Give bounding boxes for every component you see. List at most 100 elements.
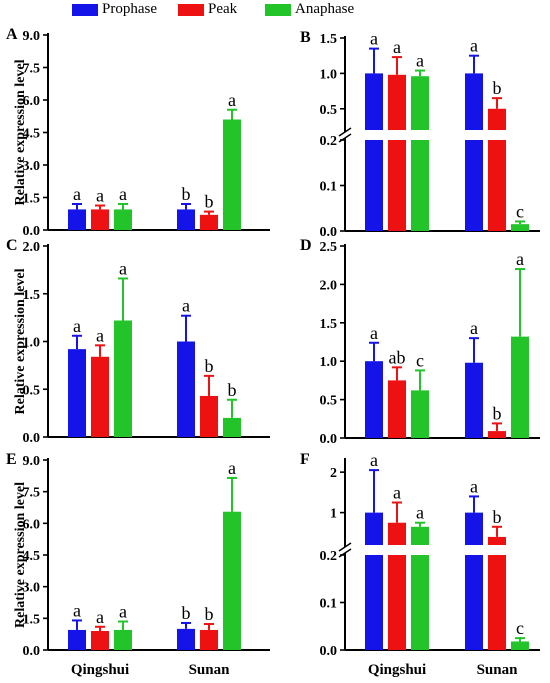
x-tick-label-F-sunan: Sunan <box>477 662 519 678</box>
y-tick-D-4-label: 2.0 <box>320 278 338 293</box>
bar-break-B-qingshui-anaphase <box>410 130 430 140</box>
y-tick-E-2-label: 3.0 <box>23 581 41 596</box>
sig-letter-F-qingshui-anaphase: a <box>416 503 424 523</box>
bar-C-qingshui-anaphase <box>114 320 132 437</box>
y-tick-E-6-label: 9.0 <box>23 454 41 469</box>
legend-swatch-prophase <box>72 3 98 16</box>
y-tick-A-5-label: 7.5 <box>23 62 41 77</box>
bar-E-qingshui-prophase <box>68 629 86 650</box>
y-tick-upper-B-1-label: 1.0 <box>320 67 338 82</box>
sig-letter-D-sunan-prophase: a <box>470 318 478 338</box>
sig-letter-A-qingshui-prophase: a <box>73 184 81 204</box>
bar-E-qingshui-anaphase <box>114 629 132 650</box>
sig-letter-B-qingshui-peak: a <box>393 37 401 57</box>
y-tick-D-1-label: 0.5 <box>320 394 338 409</box>
bar-break-F-qingshui-anaphase <box>410 545 430 555</box>
sig-letter-B-sunan-peak: b <box>493 78 502 98</box>
bar-D-sunan-anaphase <box>511 336 529 438</box>
y-tick-D-3-label: 1.5 <box>320 317 338 332</box>
bar-break-B-sunan-prophase <box>464 130 484 140</box>
bar-A-sunan-peak <box>200 214 218 230</box>
sig-letter-C-sunan-anaphase: b <box>228 380 237 400</box>
y-tick-lower-F-2-label: 0.2 <box>320 549 338 564</box>
sig-letter-D-qingshui-anaphase: c <box>416 350 424 370</box>
sig-letter-D-qingshui-prophase: a <box>370 323 378 343</box>
sig-letter-B-sunan-prophase: a <box>470 36 478 56</box>
sig-letter-C-qingshui-peak: a <box>96 325 104 345</box>
y-tick-C-4-label: 2.0 <box>23 240 41 255</box>
bar-C-sunan-prophase <box>177 341 195 437</box>
y-tick-lower-B-1-label: 0.1 <box>320 180 338 195</box>
bar-D-qingshui-anaphase <box>411 390 429 438</box>
bar-F-qingshui-anaphase <box>411 526 429 650</box>
y-tick-lower-B-2-label: 0.2 <box>320 134 338 149</box>
y-tick-A-6-label: 9.0 <box>23 29 41 44</box>
bar-C-sunan-anaphase <box>223 417 241 437</box>
y-tick-lower-F-1-label: 0.1 <box>320 597 338 612</box>
bar-break-B-qingshui-peak <box>387 130 407 140</box>
y-tick-A-3-label: 4.5 <box>23 127 41 142</box>
y-tick-upper-B-0-label: 0.5 <box>320 103 338 118</box>
sig-letter-F-qingshui-prophase: a <box>370 450 378 470</box>
y-tick-C-0-label: 0.0 <box>23 431 41 446</box>
bar-A-sunan-anaphase <box>223 119 241 230</box>
y-tick-lower-F-0-label: 0.0 <box>320 644 338 659</box>
sig-letter-A-qingshui-peak: a <box>96 186 104 206</box>
bar-C-qingshui-prophase <box>68 349 86 437</box>
panel-letter-C: C <box>6 237 18 254</box>
y-tick-A-0-label: 0.0 <box>23 224 41 239</box>
sig-letter-C-sunan-peak: b <box>205 356 214 376</box>
y-tick-D-2-label: 1.0 <box>320 355 338 370</box>
sig-letter-F-sunan-anaphase: c <box>516 618 524 638</box>
legend-label-anaphase: Anaphase <box>295 1 355 17</box>
y-tick-upper-F-0-label: 1 <box>330 507 337 522</box>
bar-A-qingshui-prophase <box>68 209 86 230</box>
bar-D-sunan-peak <box>488 431 506 438</box>
bar-B-sunan-anaphase <box>511 224 529 231</box>
panel-letter-E: E <box>6 451 17 468</box>
bar-B-sunan-peak <box>488 108 506 231</box>
y-tick-E-0-label: 0.0 <box>23 644 41 659</box>
x-tick-label-F-qingshui: Qingshui <box>368 662 426 678</box>
y-axis-label-C: Relative expression level <box>13 268 28 414</box>
bar-C-qingshui-peak <box>91 356 109 437</box>
y-axis-label-A: Relative expression level <box>13 59 28 205</box>
bar-break-B-sunan-peak <box>487 130 507 140</box>
sig-letter-E-sunan-prophase: b <box>182 603 191 623</box>
legend-label-peak: Peak <box>208 1 238 17</box>
legend-item-peak: Peak <box>178 1 237 18</box>
bar-C-sunan-peak <box>200 395 218 437</box>
bar-B-sunan-prophase <box>465 73 483 231</box>
y-tick-E-3-label: 4.5 <box>23 549 41 564</box>
bar-break-F-sunan-peak <box>487 545 507 555</box>
legend: Prophase Peak Anaphase <box>0 0 550 22</box>
legend-swatch-anaphase <box>265 3 291 16</box>
x-tick-label-E-sunan: Sunan <box>189 662 231 678</box>
sig-letter-E-sunan-anaphase: a <box>228 458 236 478</box>
sig-letter-A-sunan-anaphase: a <box>228 90 236 110</box>
bar-B-qingshui-prophase <box>365 73 383 231</box>
y-tick-A-2-label: 3.0 <box>23 159 41 174</box>
y-tick-E-1-label: 1.5 <box>23 612 41 627</box>
sig-letter-B-sunan-anaphase: c <box>516 201 524 221</box>
y-tick-upper-B-2-label: 1.5 <box>320 32 338 47</box>
bar-D-sunan-prophase <box>465 362 483 438</box>
bar-F-qingshui-prophase <box>365 512 383 650</box>
bar-B-qingshui-anaphase <box>411 76 429 231</box>
bar-break-F-sunan-prophase <box>464 545 484 555</box>
sig-letter-A-sunan-prophase: b <box>182 184 191 204</box>
legend-label-prophase: Prophase <box>102 1 157 17</box>
y-tick-C-3-label: 1.5 <box>23 288 41 303</box>
bar-E-qingshui-peak <box>91 631 109 650</box>
sig-letter-F-qingshui-peak: a <box>393 483 401 503</box>
bar-F-sunan-prophase <box>465 512 483 650</box>
panel-letter-F: F <box>300 451 310 468</box>
legend-item-anaphase: Anaphase <box>265 1 354 18</box>
panel-letter-B: B <box>300 29 311 46</box>
legend-swatch-peak <box>178 3 204 16</box>
sig-letter-B-qingshui-prophase: a <box>370 29 378 49</box>
bar-E-sunan-anaphase <box>223 511 241 650</box>
sig-letter-C-qingshui-anaphase: a <box>119 258 127 278</box>
bar-break-B-qingshui-prophase <box>364 130 384 140</box>
